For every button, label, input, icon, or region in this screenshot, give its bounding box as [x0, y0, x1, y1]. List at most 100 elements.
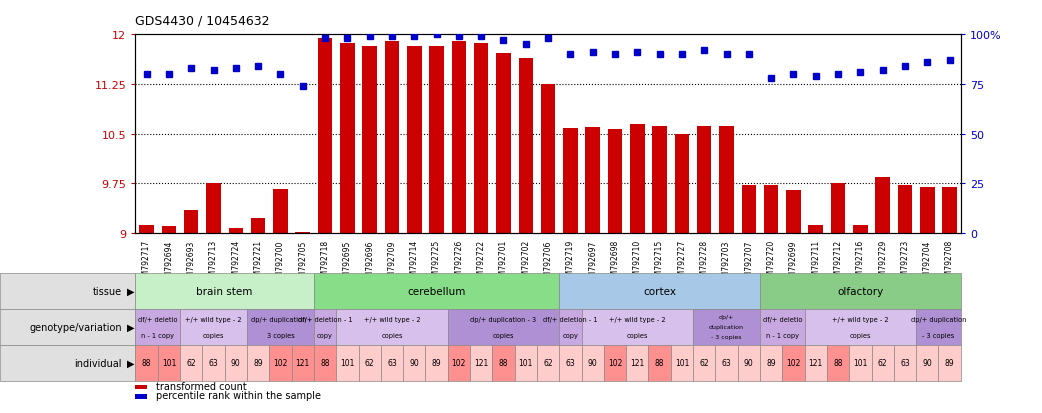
Text: brain stem: brain stem	[197, 286, 253, 296]
Text: 89: 89	[431, 358, 442, 368]
Text: 88: 88	[320, 358, 330, 368]
Bar	[764, 186, 778, 233]
Bar	[853, 225, 868, 233]
Text: +/+ wild type - 2: +/+ wild type - 2	[609, 316, 666, 322]
Bar	[429, 47, 444, 233]
Text: 63: 63	[387, 358, 397, 368]
Text: df/+ deletio: df/+ deletio	[138, 316, 177, 322]
Bar	[697, 126, 712, 233]
Text: dp/+: dp/+	[719, 315, 735, 320]
Text: 62: 62	[187, 358, 196, 368]
Text: 62: 62	[543, 358, 553, 368]
Text: copy: copy	[317, 332, 333, 338]
Text: 3 copies: 3 copies	[267, 332, 294, 338]
Bar	[898, 186, 912, 233]
Text: 102: 102	[273, 358, 288, 368]
Bar	[875, 177, 890, 233]
Text: 89: 89	[945, 358, 954, 368]
Text: 101: 101	[340, 358, 354, 368]
Bar	[586, 128, 600, 233]
Text: 121: 121	[630, 358, 644, 368]
Text: 121: 121	[296, 358, 309, 368]
Text: df/+ deletion - 1: df/+ deletion - 1	[543, 316, 598, 322]
Text: 62: 62	[877, 358, 888, 368]
Bar	[674, 134, 689, 233]
Text: copies: copies	[849, 332, 871, 338]
Bar	[273, 190, 288, 233]
Text: 101: 101	[853, 358, 868, 368]
Bar	[206, 183, 221, 233]
Bar	[719, 126, 734, 233]
Text: 90: 90	[922, 358, 933, 368]
Bar	[519, 59, 534, 233]
Text: 63: 63	[208, 358, 219, 368]
Text: 90: 90	[588, 358, 597, 368]
Text: GDS4430 / 10454632: GDS4430 / 10454632	[135, 15, 270, 28]
Text: dp/+ duplication: dp/+ duplication	[911, 316, 966, 322]
Text: 102: 102	[451, 358, 466, 368]
Text: 101: 101	[162, 358, 176, 368]
Bar	[340, 44, 354, 233]
Text: genotype/variation: genotype/variation	[29, 322, 122, 332]
Text: 90: 90	[410, 358, 419, 368]
Text: 62: 62	[365, 358, 374, 368]
Text: 63: 63	[566, 358, 575, 368]
Text: 89: 89	[766, 358, 776, 368]
Text: duplication: duplication	[709, 325, 744, 330]
Text: 101: 101	[519, 358, 532, 368]
Bar	[496, 54, 511, 233]
Bar	[140, 225, 154, 233]
Bar	[407, 47, 422, 233]
Bar	[809, 225, 823, 233]
Text: - 3 copies: - 3 copies	[712, 335, 742, 339]
Text: 88: 88	[499, 358, 508, 368]
Bar	[920, 187, 935, 233]
Bar	[184, 210, 198, 233]
Text: dp/+ duplication - 3: dp/+ duplication - 3	[470, 316, 537, 322]
Text: ▶: ▶	[126, 358, 134, 368]
Bar	[474, 44, 489, 233]
Text: 88: 88	[834, 358, 843, 368]
Text: +/+ wild type - 2: +/+ wild type - 2	[833, 316, 889, 322]
Text: n - 1 copy: n - 1 copy	[766, 332, 799, 338]
Text: 102: 102	[787, 358, 800, 368]
Text: +/+ wild type - 2: +/+ wild type - 2	[364, 316, 420, 322]
Text: ▶: ▶	[126, 322, 134, 332]
Text: df/+ deletion - 1: df/+ deletion - 1	[298, 316, 352, 322]
Text: - 3 copies: - 3 copies	[922, 332, 954, 338]
Text: copy: copy	[563, 332, 578, 338]
Text: 63: 63	[722, 358, 731, 368]
Bar	[942, 187, 957, 233]
Text: 62: 62	[699, 358, 709, 368]
Bar	[251, 218, 266, 233]
Text: copies: copies	[381, 332, 402, 338]
Bar	[318, 38, 332, 233]
Text: copies: copies	[203, 332, 224, 338]
Text: 90: 90	[744, 358, 753, 368]
Bar	[451, 42, 466, 233]
Bar	[830, 183, 845, 233]
Bar	[630, 124, 645, 233]
Text: n - 1 copy: n - 1 copy	[142, 332, 174, 338]
Text: df/+ deletio: df/+ deletio	[763, 316, 802, 322]
Text: percentile rank within the sample: percentile rank within the sample	[156, 390, 321, 400]
Text: cortex: cortex	[643, 286, 676, 296]
Text: 102: 102	[607, 358, 622, 368]
Text: individual: individual	[74, 358, 122, 368]
Text: 88: 88	[142, 358, 151, 368]
Bar	[563, 129, 577, 233]
Bar	[742, 186, 756, 233]
Bar	[363, 47, 377, 233]
Bar	[162, 227, 176, 233]
Text: ▶: ▶	[126, 286, 134, 296]
Text: 121: 121	[474, 358, 489, 368]
Text: transformed count: transformed count	[156, 381, 247, 391]
Bar	[384, 42, 399, 233]
Text: dp/+ duplication -: dp/+ duplication -	[250, 316, 311, 322]
Text: 121: 121	[809, 358, 823, 368]
Bar	[228, 229, 243, 233]
Bar	[787, 190, 800, 233]
Text: cerebellum: cerebellum	[407, 286, 466, 296]
Text: olfactory: olfactory	[837, 286, 884, 296]
Text: copies: copies	[493, 332, 515, 338]
